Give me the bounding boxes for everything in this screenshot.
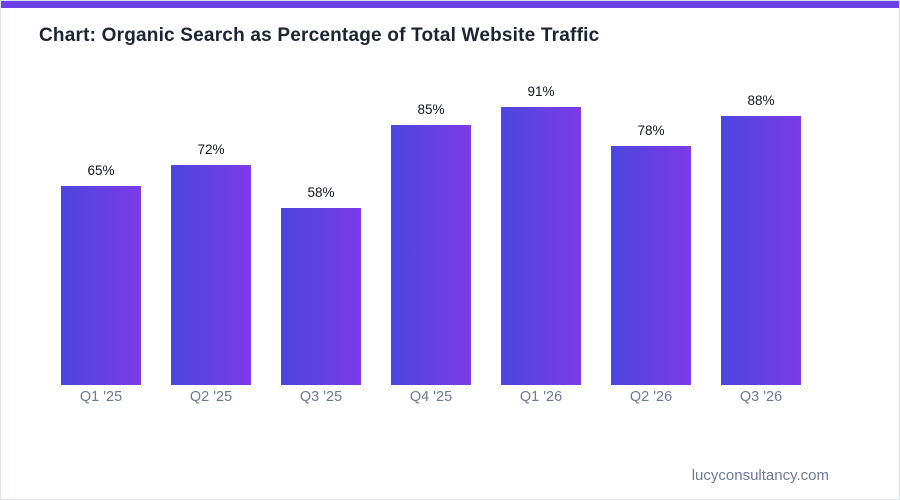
bar-value-label: 78% <box>637 123 665 139</box>
bar-value-label: 72% <box>197 141 225 157</box>
x-axis-label: Q2 '26 <box>629 389 673 405</box>
bar-column: 91% <box>501 79 581 385</box>
x-axis-label: Q3 '26 <box>739 389 783 405</box>
bar <box>391 124 471 385</box>
bar-column: 65% <box>61 79 141 385</box>
bar <box>501 106 581 385</box>
top-accent-bar <box>1 1 899 8</box>
bar <box>61 186 141 385</box>
bar-value-label: 58% <box>307 184 335 200</box>
bar-column: 85% <box>391 79 471 385</box>
x-axis-label: Q2 '25 <box>189 389 233 405</box>
chart-title: Chart: Organic Search as Percentage of T… <box>39 25 600 46</box>
x-axis: Q1 '25 Q2 '25 Q3 '25 Q4 '25 Q1 '26 Q2 '26 Q3 '… <box>61 389 801 405</box>
bar-value-label: 91% <box>527 83 555 99</box>
x-axis-label: Q1 '25 <box>79 389 123 405</box>
watermark-text: lucyconsultancy.com <box>691 467 829 484</box>
bar-column: 88% <box>721 79 801 385</box>
x-axis-label: Q3 '25 <box>299 389 343 405</box>
bar-value-label: 85% <box>417 101 445 117</box>
bar-chart-plot-area: 65% 72% 58% 85% 91% 78% 88% <box>61 79 801 385</box>
bar <box>171 164 251 385</box>
bar-column: 72% <box>171 79 251 385</box>
x-axis-label: Q4 '25 <box>409 389 453 405</box>
bar <box>281 207 361 385</box>
bar-column: 58% <box>281 79 361 385</box>
bar-value-label: 65% <box>87 163 115 179</box>
bar <box>721 115 801 385</box>
bar-column: 78% <box>611 79 691 385</box>
x-axis-label: Q1 '26 <box>519 389 563 405</box>
bar <box>611 146 691 385</box>
bar-value-label: 88% <box>747 92 775 108</box>
